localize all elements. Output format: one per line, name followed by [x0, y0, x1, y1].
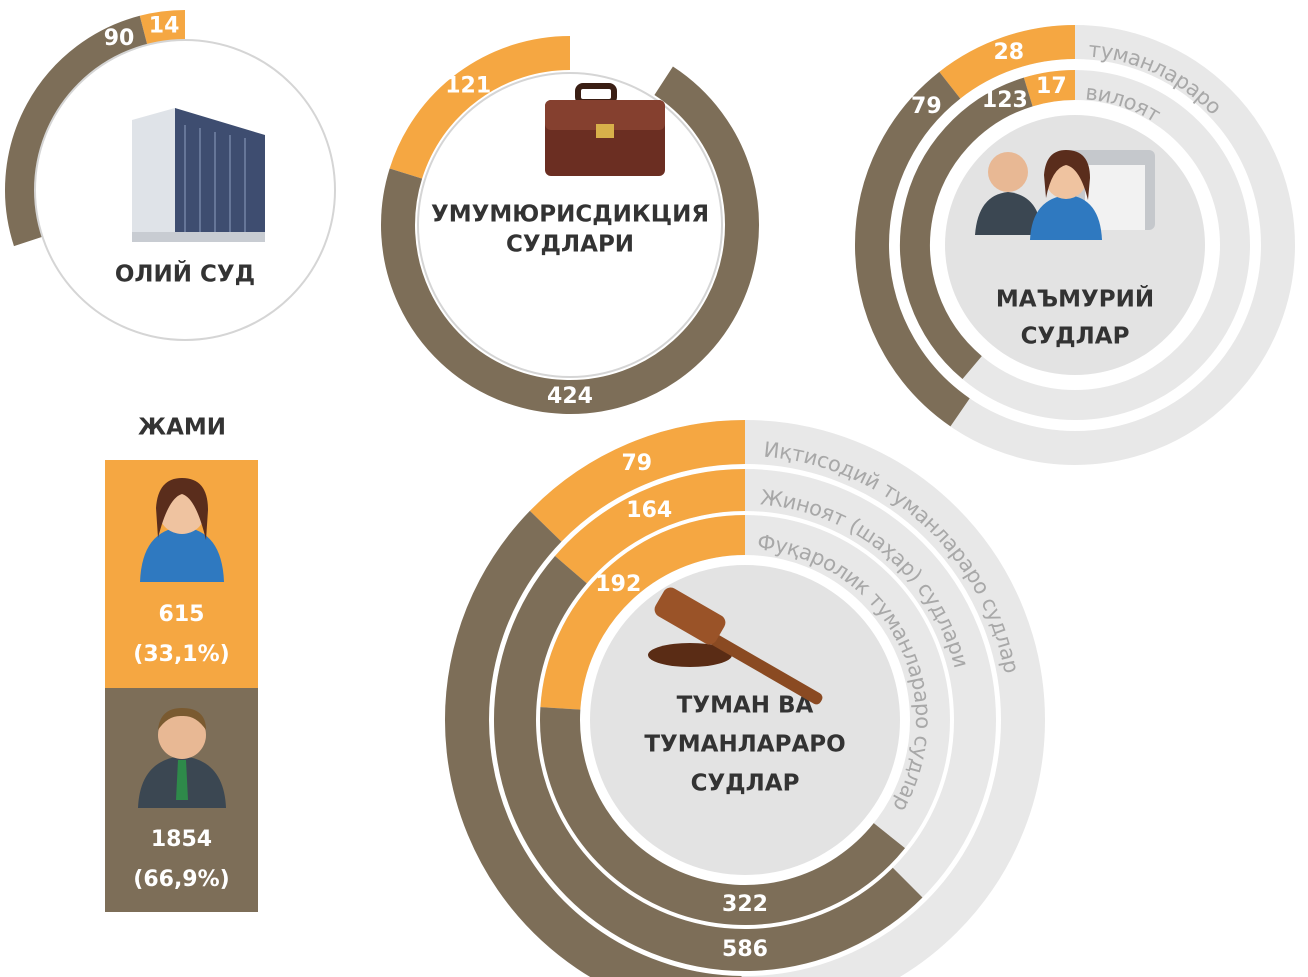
women-arc: [529, 420, 746, 542]
building-icon: [132, 108, 265, 242]
women-value: 28: [993, 40, 1024, 65]
center-disk: [590, 565, 900, 875]
women-value: 79: [621, 451, 652, 476]
women-value: 121: [445, 73, 491, 98]
ring-group: 79230Иқтисодий туманлараро судлар164586Ж…: [445, 420, 1045, 977]
people-icon: [975, 150, 1155, 240]
women-arc: [389, 36, 571, 179]
men-arc: [855, 71, 970, 427]
men-arc: [5, 15, 148, 247]
men-arc: [493, 556, 923, 971]
men-value: 123: [982, 88, 1028, 113]
group-title: СУДЛАР: [1021, 324, 1130, 350]
men-value: 322: [722, 892, 768, 917]
total-panel: 615 (33,1%) 1854 (66,9%): [105, 460, 258, 912]
women-arc: [139, 10, 186, 45]
group-title: ТУМАН ВА: [677, 693, 814, 719]
women-arc: [939, 25, 1076, 99]
men-value: 79: [911, 94, 942, 119]
women-share: (33,1%): [133, 642, 229, 667]
men-arc: [381, 66, 759, 414]
women-arc: [540, 515, 746, 710]
women-total: 615: [159, 602, 205, 627]
total-title: ЖАМИ: [138, 415, 226, 441]
men-arc: [540, 707, 905, 925]
man-icon: [138, 708, 226, 808]
group-title: МАЪМУРИЙ: [996, 285, 1154, 313]
group-title: СУДЛАР: [691, 771, 800, 797]
woman-icon: [140, 478, 224, 582]
men-share: (66,9%): [133, 867, 229, 892]
women-arc: [1023, 70, 1076, 107]
men-arc: [445, 510, 742, 977]
decor: [132, 83, 1155, 705]
group-title: ОЛИЙ СУД: [115, 260, 255, 288]
women-value: 14: [149, 13, 180, 38]
group-title: ТУМАНЛАРАРО: [644, 732, 845, 758]
men-arc: [900, 77, 1033, 380]
briefcase-icon: [545, 83, 665, 176]
ring-group: 14 90 ОЛИЙ СУД: [5, 10, 336, 341]
group-title: УМУМЮРИСДИКЦИЯ: [431, 202, 709, 228]
men-value: 586: [722, 937, 768, 962]
women-arc: [555, 469, 746, 584]
women-value: 164: [626, 498, 672, 523]
men-total: 1854: [151, 827, 212, 852]
group-title: СУДЛАРИ: [506, 232, 634, 258]
women-value: 17: [1036, 74, 1067, 99]
men-value: 90: [104, 26, 135, 51]
men-value: 424: [547, 384, 593, 409]
women-value: 192: [595, 572, 641, 597]
gavel-icon: [648, 587, 823, 705]
